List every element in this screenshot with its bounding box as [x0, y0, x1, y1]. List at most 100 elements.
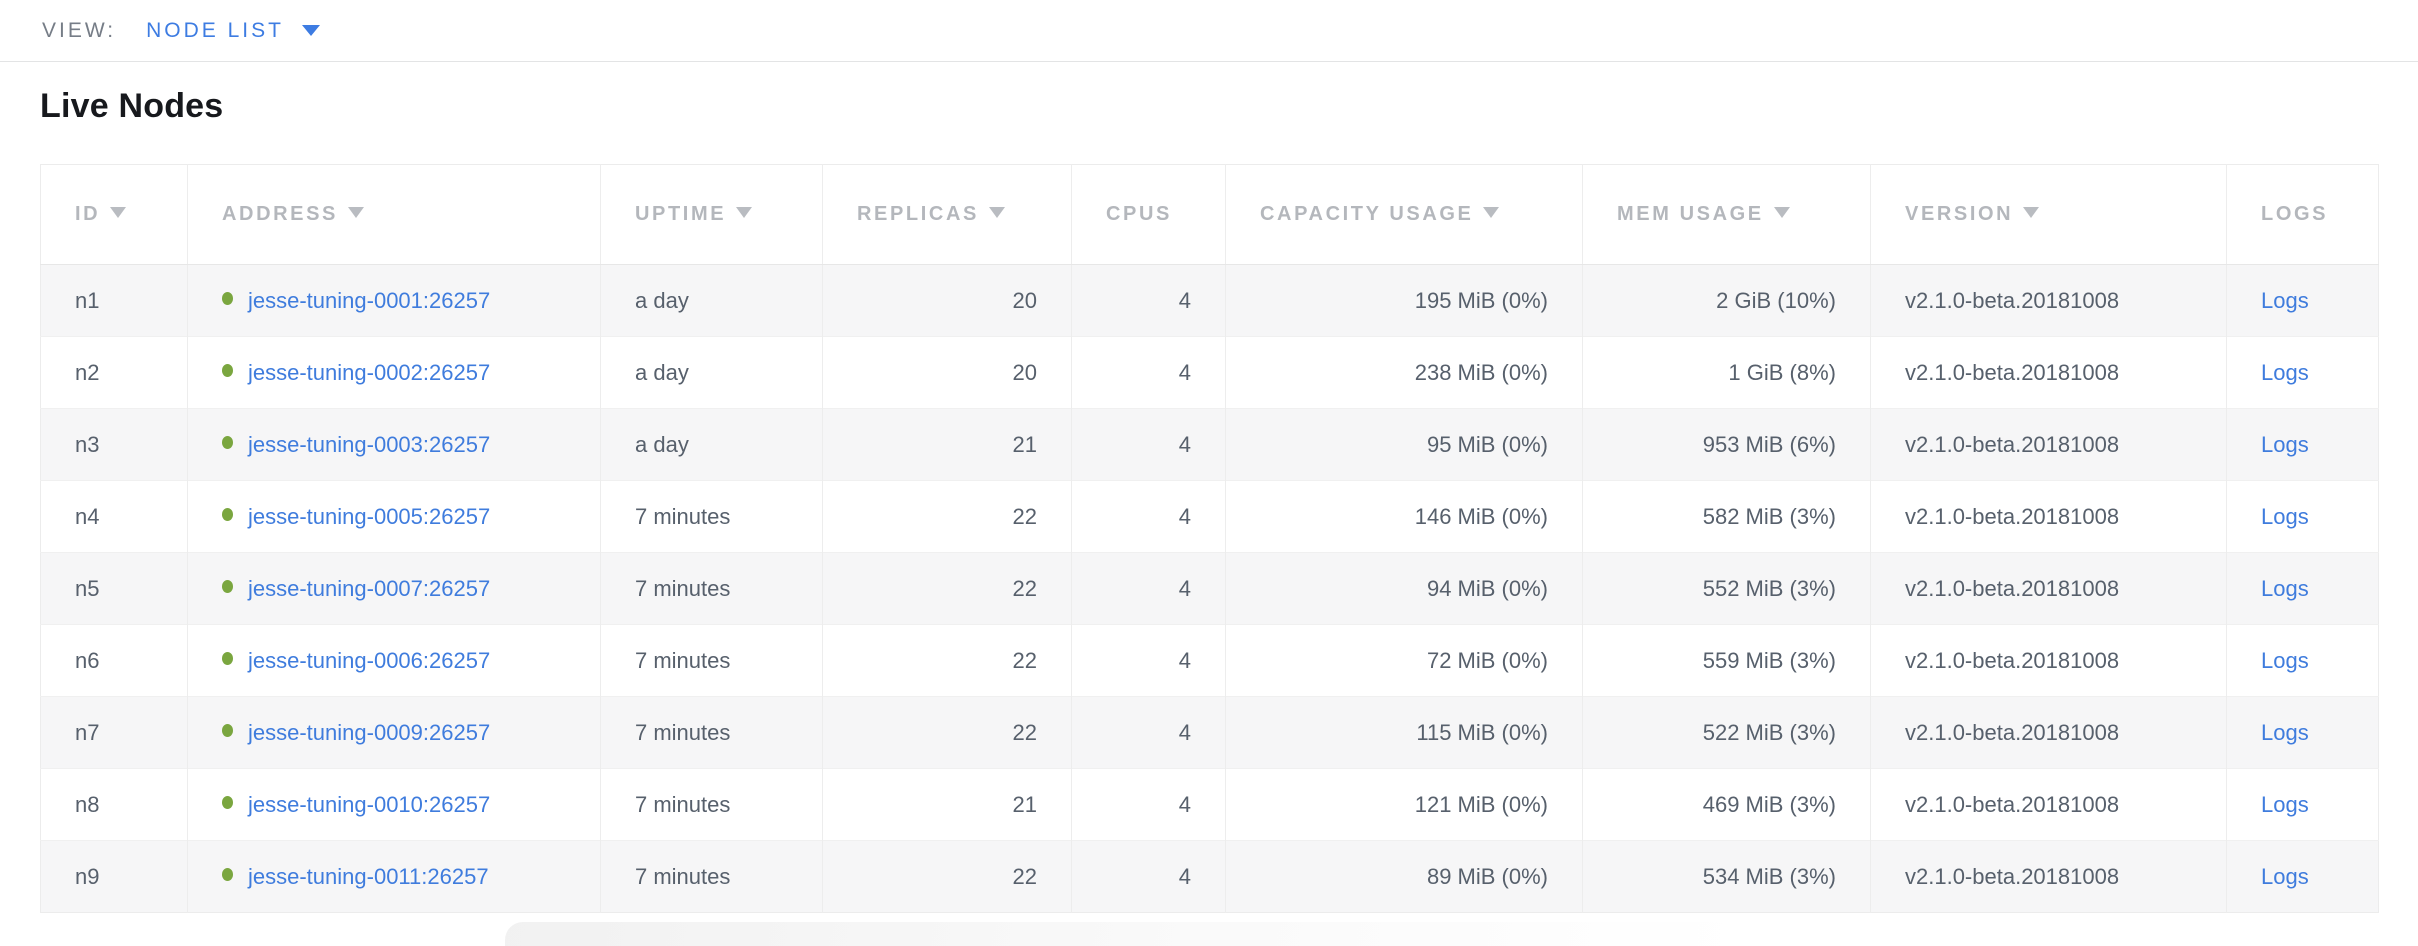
- cell-version: v2.1.0-beta.20181008: [1870, 408, 2227, 481]
- cell-address: jesse-tuning-0005:26257: [187, 480, 601, 553]
- view-label: VIEW:: [42, 18, 117, 42]
- column-header-mem-usage[interactable]: MEM USAGE: [1582, 164, 1871, 265]
- cell-version: v2.1.0-beta.20181008: [1870, 336, 2227, 409]
- view-select-dropdown[interactable]: NODE LIST: [146, 19, 320, 43]
- logs-link[interactable]: Logs: [2261, 791, 2309, 817]
- cell-node-id: n3: [40, 408, 188, 481]
- cell-address: jesse-tuning-0011:26257: [187, 840, 601, 913]
- cell-replicas: 22: [822, 552, 1072, 625]
- cell-uptime: 7 minutes: [600, 696, 823, 769]
- column-header-label: REPLICAS: [857, 203, 979, 225]
- address-link[interactable]: jesse-tuning-0002:26257: [248, 359, 491, 385]
- cell-address: jesse-tuning-0003:26257: [187, 408, 601, 481]
- table-row: n5 jesse-tuning-0007:26257 7 minutes 22 …: [40, 552, 2379, 625]
- cell-version: v2.1.0-beta.20181008: [1870, 480, 2227, 553]
- table-body: n1 jesse-tuning-0001:26257 a day 20 4 19…: [40, 264, 2379, 913]
- column-header-label: CAPACITY USAGE: [1260, 203, 1474, 225]
- cell-version: v2.1.0-beta.20181008: [1870, 264, 2227, 337]
- address-link[interactable]: jesse-tuning-0009:26257: [248, 719, 491, 745]
- live-status-icon: [222, 436, 233, 450]
- column-header-label: ADDRESS: [222, 203, 338, 225]
- logs-link[interactable]: Logs: [2261, 359, 2309, 385]
- cell-mem-usage: 522 MiB (3%): [1582, 696, 1871, 769]
- page-title: Live Nodes: [40, 87, 224, 125]
- logs-link[interactable]: Logs: [2261, 503, 2309, 529]
- cell-cpus: 4: [1071, 480, 1226, 553]
- logs-link[interactable]: Logs: [2261, 863, 2309, 889]
- cell-node-id: n1: [40, 264, 188, 337]
- cell-node-id: n4: [40, 480, 188, 553]
- cell-mem-usage: 953 MiB (6%): [1582, 408, 1871, 481]
- chevron-down-icon: [301, 25, 320, 36]
- cell-replicas: 21: [822, 768, 1072, 841]
- cell-version: v2.1.0-beta.20181008: [1870, 696, 2227, 769]
- address-link[interactable]: jesse-tuning-0003:26257: [248, 431, 491, 457]
- table-row: n8 jesse-tuning-0010:26257 7 minutes 21 …: [40, 768, 2379, 841]
- logs-link[interactable]: Logs: [2261, 287, 2309, 313]
- cell-logs: Logs: [2226, 264, 2379, 337]
- address-link[interactable]: jesse-tuning-0005:26257: [248, 503, 491, 529]
- sort-descending-icon: [2023, 207, 2040, 219]
- cell-cpus: 4: [1071, 768, 1226, 841]
- cell-cpus: 4: [1071, 840, 1226, 913]
- cell-address: jesse-tuning-0002:26257: [187, 336, 601, 409]
- cell-replicas: 22: [822, 696, 1072, 769]
- logs-link[interactable]: Logs: [2261, 719, 2309, 745]
- live-status-icon: [222, 292, 233, 306]
- address-link[interactable]: jesse-tuning-0007:26257: [248, 575, 491, 601]
- cell-node-id: n9: [40, 840, 188, 913]
- cell-mem-usage: 469 MiB (3%): [1582, 768, 1871, 841]
- column-header-uptime[interactable]: UPTIME: [600, 164, 823, 265]
- column-header-capacity-usage[interactable]: CAPACITY USAGE: [1225, 164, 1583, 265]
- cell-uptime: a day: [600, 336, 823, 409]
- cell-cpus: 4: [1071, 336, 1226, 409]
- view-bar: VIEW: NODE LIST: [0, 0, 2418, 62]
- column-header-label: MEM USAGE: [1617, 203, 1764, 225]
- column-header-id[interactable]: ID: [40, 164, 188, 265]
- column-header-label: VERSION: [1905, 203, 2014, 225]
- cell-replicas: 22: [822, 840, 1072, 913]
- table-row: n1 jesse-tuning-0001:26257 a day 20 4 19…: [40, 264, 2379, 337]
- cell-version: v2.1.0-beta.20181008: [1870, 552, 2227, 625]
- column-header-replicas[interactable]: REPLICAS: [822, 164, 1072, 265]
- cell-cpus: 4: [1071, 624, 1226, 697]
- logs-link[interactable]: Logs: [2261, 647, 2309, 673]
- sort-descending-icon: [348, 207, 364, 219]
- cell-logs: Logs: [2226, 480, 2379, 553]
- logs-link[interactable]: Logs: [2261, 431, 2309, 457]
- cell-node-id: n7: [40, 696, 188, 769]
- cell-replicas: 20: [822, 336, 1072, 409]
- cell-node-id: n2: [40, 336, 188, 409]
- column-header-version[interactable]: VERSION: [1870, 164, 2227, 265]
- cell-logs: Logs: [2226, 840, 2379, 913]
- address-link[interactable]: jesse-tuning-0010:26257: [248, 791, 491, 817]
- sort-descending-icon: [736, 207, 753, 219]
- live-status-icon: [222, 508, 233, 522]
- column-header-logs: LOGS: [2226, 164, 2379, 265]
- cell-replicas: 22: [822, 480, 1072, 553]
- cell-capacity-usage: 195 MiB (0%): [1225, 264, 1583, 337]
- column-header-label: UPTIME: [635, 203, 727, 225]
- view-select-value: NODE LIST: [146, 18, 284, 42]
- table-row: n4 jesse-tuning-0005:26257 7 minutes 22 …: [40, 480, 2379, 553]
- live-status-icon: [222, 364, 233, 378]
- cell-address: jesse-tuning-0006:26257: [187, 624, 601, 697]
- cell-capacity-usage: 95 MiB (0%): [1225, 408, 1583, 481]
- cell-capacity-usage: 146 MiB (0%): [1225, 480, 1583, 553]
- address-link[interactable]: jesse-tuning-0006:26257: [248, 647, 491, 673]
- address-link[interactable]: jesse-tuning-0011:26257: [248, 863, 489, 889]
- cell-uptime: a day: [600, 264, 823, 337]
- below-fold-card-shadow: [505, 922, 2020, 946]
- address-link[interactable]: jesse-tuning-0001:26257: [248, 287, 491, 313]
- cell-capacity-usage: 72 MiB (0%): [1225, 624, 1583, 697]
- column-header-address[interactable]: ADDRESS: [187, 164, 601, 265]
- column-header-cpus: CPUS: [1071, 164, 1226, 265]
- cell-replicas: 22: [822, 624, 1072, 697]
- cell-capacity-usage: 94 MiB (0%): [1225, 552, 1583, 625]
- cell-address: jesse-tuning-0010:26257: [187, 768, 601, 841]
- logs-link[interactable]: Logs: [2261, 575, 2309, 601]
- cell-replicas: 21: [822, 408, 1072, 481]
- cell-mem-usage: 1 GiB (8%): [1582, 336, 1871, 409]
- cell-version: v2.1.0-beta.20181008: [1870, 768, 2227, 841]
- cell-version: v2.1.0-beta.20181008: [1870, 624, 2227, 697]
